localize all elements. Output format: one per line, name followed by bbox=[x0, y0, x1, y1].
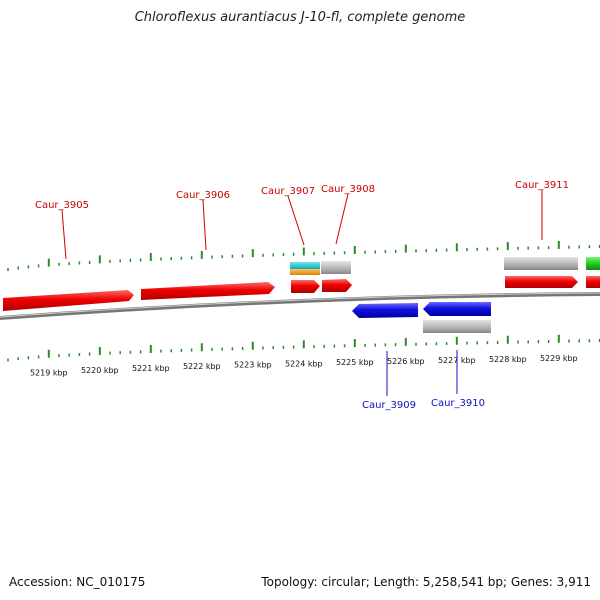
gene-caur-3910[interactable] bbox=[423, 302, 491, 316]
tick-label: 5220 kbp bbox=[81, 366, 119, 375]
gene-caur-3908[interactable] bbox=[322, 279, 352, 292]
label-caur-3910[interactable]: Caur_3910 bbox=[431, 398, 485, 409]
gene-caur-3911[interactable] bbox=[505, 276, 578, 288]
gene-caur-3906[interactable] bbox=[141, 282, 275, 300]
gene-forward-edge[interactable] bbox=[586, 276, 600, 288]
gene-caur-3907[interactable] bbox=[291, 280, 320, 293]
inner-tick-row bbox=[7, 334, 600, 362]
label-caur-3909[interactable]: Caur_3909 bbox=[362, 400, 416, 411]
tick-label: 5226 kbp bbox=[387, 357, 425, 366]
tick-label: 5221 kbp bbox=[132, 364, 170, 373]
feature-gray-3910[interactable] bbox=[423, 320, 491, 333]
label-caur-3905[interactable]: Caur_3905 bbox=[35, 200, 89, 211]
tick-label: 5228 kbp bbox=[489, 355, 527, 364]
gene-labels: Caur_3905 Caur_3906 Caur_3907 Caur_3908 … bbox=[35, 180, 569, 411]
label-caur-3907[interactable]: Caur_3907 bbox=[261, 186, 315, 197]
leader-caur-3906 bbox=[202, 199, 207, 251]
tick-label: 5223 kbp bbox=[234, 361, 272, 370]
feature-blocks bbox=[290, 257, 600, 275]
tick-label: 5224 kbp bbox=[285, 359, 323, 368]
feature-gray-3908[interactable] bbox=[321, 261, 351, 274]
tick-label: 5225 kbp bbox=[336, 358, 374, 367]
tick-labels: 5219 kbp 5220 kbp 5221 kbp 5222 kbp 5223 kbp… bbox=[30, 354, 578, 378]
gene-caur-3905[interactable] bbox=[3, 290, 134, 311]
gene-caur-3909[interactable] bbox=[352, 303, 418, 318]
feature-orange[interactable] bbox=[290, 269, 320, 275]
feature-gray-3911[interactable] bbox=[504, 257, 578, 270]
feature-cyan[interactable] bbox=[290, 262, 320, 269]
reverse-genes bbox=[352, 302, 491, 333]
feature-green-edge[interactable] bbox=[586, 257, 600, 270]
label-caur-3908[interactable]: Caur_3908 bbox=[321, 184, 375, 195]
tick-label: 5219 kbp bbox=[30, 369, 68, 378]
map-title: Chloroflexus aurantiacus J-10-fl, comple… bbox=[134, 10, 466, 25]
genome-backbone-highlight bbox=[0, 292, 600, 318]
accession-text: Accession: NC_010175 bbox=[9, 575, 146, 589]
label-caur-3911[interactable]: Caur_3911 bbox=[515, 180, 569, 191]
tick-label: 5229 kbp bbox=[540, 354, 578, 363]
leader-caur-3907 bbox=[287, 195, 305, 246]
forward-genes bbox=[3, 276, 600, 311]
genome-backbone bbox=[0, 292, 600, 320]
leader-caur-3905 bbox=[61, 209, 67, 260]
label-caur-3906[interactable]: Caur_3906 bbox=[176, 190, 230, 201]
leader-caur-3908 bbox=[335, 193, 349, 245]
tick-label: 5222 kbp bbox=[183, 362, 221, 371]
genome-summary-text: Topology: circular; Length: 5,258,541 bp… bbox=[261, 575, 591, 589]
